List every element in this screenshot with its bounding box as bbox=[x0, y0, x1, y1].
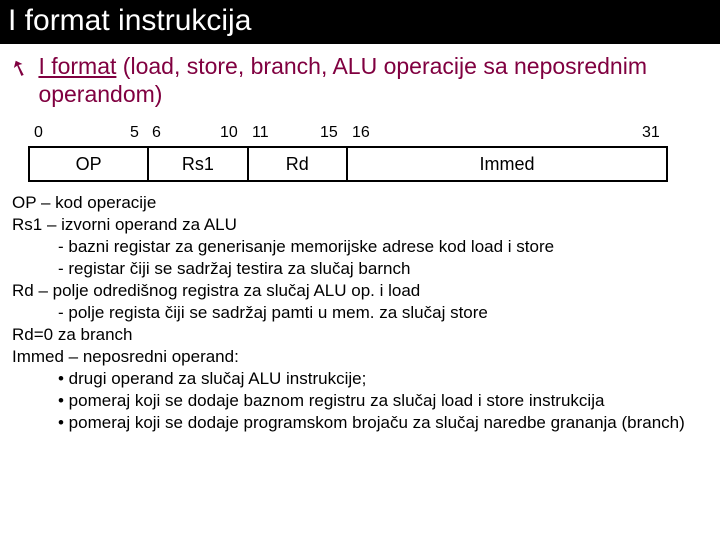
desc-line: • pomeraj koji se dodaje baznom registru… bbox=[12, 390, 710, 412]
desc-line: • pomeraj koji se dodaje programskom bro… bbox=[12, 412, 710, 434]
bit-0: 0 bbox=[34, 124, 43, 142]
desc-line: Immed – neposredni operand: bbox=[12, 346, 710, 368]
description: OP – kod operacije Rs1 – izvorni operand… bbox=[10, 192, 710, 434]
slide-content: ➚ I format (load, store, branch, ALU ope… bbox=[0, 44, 720, 434]
main-underline: I format bbox=[38, 53, 116, 79]
desc-line: OP – kod operacije bbox=[12, 192, 710, 214]
desc-line: Rs1 – izvorni operand za ALU bbox=[12, 214, 710, 236]
field-boxes: OP Rs1 Rd Immed bbox=[28, 146, 668, 182]
bit-5: 5 bbox=[130, 124, 139, 142]
field-immed: Immed bbox=[348, 148, 666, 180]
desc-line: - bazni registar za generisanje memorijs… bbox=[12, 236, 710, 258]
field-rd: Rd bbox=[249, 148, 348, 180]
bit-11: 11 bbox=[252, 124, 269, 142]
title-text: I format instrukcija bbox=[8, 4, 251, 37]
field-op: OP bbox=[30, 148, 149, 180]
format-diagram: 0 5 6 10 11 15 16 31 OP Rs1 Rd Immed bbox=[28, 124, 668, 182]
main-text: I format (load, store, branch, ALU opera… bbox=[38, 52, 710, 108]
bit-6: 6 bbox=[152, 124, 161, 142]
arrow-icon: ➚ bbox=[6, 52, 33, 85]
desc-line: Rd – polje odredišnog registra za slučaj… bbox=[12, 280, 710, 302]
bit-labels: 0 5 6 10 11 15 16 31 bbox=[28, 124, 668, 146]
bit-31: 31 bbox=[642, 124, 660, 142]
bit-15: 15 bbox=[320, 124, 338, 142]
bit-10: 10 bbox=[220, 124, 238, 142]
bit-16: 16 bbox=[352, 124, 370, 142]
desc-line: Rd=0 za branch bbox=[12, 324, 710, 346]
desc-line: - registar čiji se sadržaj testira za sl… bbox=[12, 258, 710, 280]
main-rest: (load, store, branch, ALU operacije sa n… bbox=[38, 53, 647, 107]
main-bullet: ➚ I format (load, store, branch, ALU ope… bbox=[10, 52, 710, 108]
title-bar: I format instrukcija bbox=[0, 0, 720, 44]
desc-line: • drugi operand za slučaj ALU instrukcij… bbox=[12, 368, 710, 390]
desc-line: - polje regista čiji se sadržaj pamti u … bbox=[12, 302, 710, 324]
field-rs1: Rs1 bbox=[149, 148, 248, 180]
